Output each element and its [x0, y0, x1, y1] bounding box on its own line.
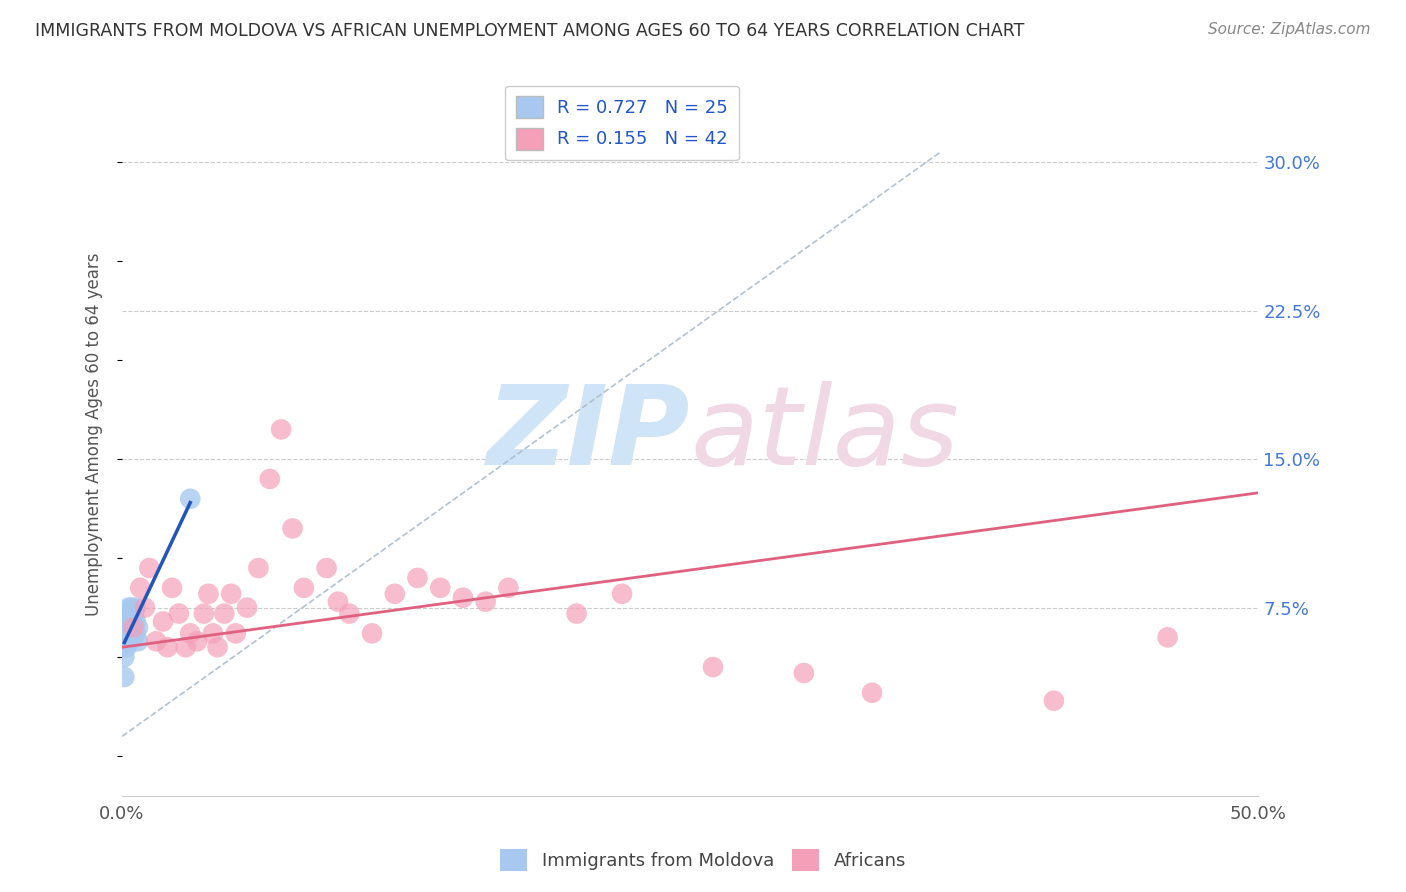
Point — [152, 615, 174, 629]
Point — [361, 626, 384, 640]
Point — [115, 610, 138, 624]
Point — [292, 581, 315, 595]
Point — [120, 610, 142, 624]
Point — [860, 686, 883, 700]
Point — [219, 587, 242, 601]
Point — [201, 626, 224, 640]
Point — [120, 631, 142, 645]
Point — [429, 581, 451, 595]
Point — [145, 634, 167, 648]
Point — [120, 620, 142, 634]
Point — [118, 626, 141, 640]
Point — [156, 640, 179, 655]
Point — [134, 600, 156, 615]
Legend: R = 0.727   N = 25, R = 0.155   N = 42: R = 0.727 N = 25, R = 0.155 N = 42 — [505, 86, 740, 161]
Point — [138, 561, 160, 575]
Point — [565, 607, 588, 621]
Text: ZIP: ZIP — [486, 381, 690, 488]
Point — [118, 600, 141, 615]
Point — [118, 634, 141, 648]
Point — [112, 631, 135, 645]
Point — [127, 634, 149, 648]
Point — [793, 665, 815, 680]
Point — [122, 615, 145, 629]
Text: IMMIGRANTS FROM MOLDOVA VS AFRICAN UNEMPLOYMENT AMONG AGES 60 TO 64 YEARS CORREL: IMMIGRANTS FROM MOLDOVA VS AFRICAN UNEMP… — [35, 22, 1025, 40]
Point — [1043, 694, 1066, 708]
Point — [384, 587, 406, 601]
Point — [112, 650, 135, 665]
Point — [125, 615, 148, 629]
Point — [125, 626, 148, 640]
Text: Source: ZipAtlas.com: Source: ZipAtlas.com — [1208, 22, 1371, 37]
Point — [125, 600, 148, 615]
Point — [610, 587, 633, 601]
Text: atlas: atlas — [690, 381, 959, 488]
Point — [186, 634, 208, 648]
Point — [225, 626, 247, 640]
Point — [247, 561, 270, 575]
Point — [1156, 631, 1178, 645]
Point — [270, 422, 292, 436]
Point — [474, 595, 496, 609]
Point — [702, 660, 724, 674]
Point — [207, 640, 229, 655]
Point — [122, 631, 145, 645]
Point — [118, 615, 141, 629]
Point — [315, 561, 337, 575]
Point — [214, 607, 236, 621]
Point — [498, 581, 520, 595]
Point — [406, 571, 429, 585]
Point — [193, 607, 215, 621]
Legend: Immigrants from Moldova, Africans: Immigrants from Moldova, Africans — [494, 842, 912, 879]
Point — [112, 670, 135, 684]
Point — [122, 607, 145, 621]
Point — [120, 600, 142, 615]
Point — [281, 521, 304, 535]
Y-axis label: Unemployment Among Ages 60 to 64 years: Unemployment Among Ages 60 to 64 years — [86, 252, 103, 616]
Point — [118, 607, 141, 621]
Point — [115, 631, 138, 645]
Point — [122, 620, 145, 634]
Point — [174, 640, 197, 655]
Point — [259, 472, 281, 486]
Point — [236, 600, 259, 615]
Point — [179, 626, 201, 640]
Point — [167, 607, 190, 621]
Point — [127, 620, 149, 634]
Point — [197, 587, 219, 601]
Point — [451, 591, 474, 605]
Point — [326, 595, 349, 609]
Point — [337, 607, 360, 621]
Point — [129, 581, 152, 595]
Point — [160, 581, 183, 595]
Point — [115, 640, 138, 655]
Point — [115, 620, 138, 634]
Point — [179, 491, 201, 506]
